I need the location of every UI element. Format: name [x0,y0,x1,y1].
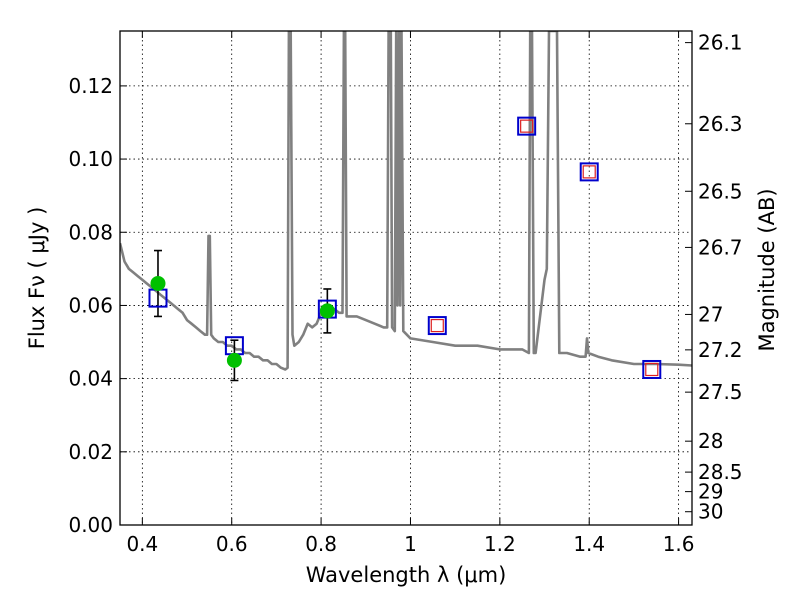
right-tick-label: 26.5 [698,179,743,203]
observed-point [150,275,166,291]
right-tick-label: 30 [698,500,723,524]
right-tick-label: 27 [698,302,723,326]
x-tick-label: 0.8 [305,532,337,556]
x-tick-label: 1.6 [663,532,695,556]
x-tick-label: 1 [404,532,417,556]
model-square-blue [517,116,537,136]
model-square-red [645,362,659,377]
plot-frame [119,30,693,526]
y-tick-label: 0.06 [68,293,113,317]
spectrum-line [120,31,692,371]
x-tick-label: 1.4 [573,532,605,556]
right-tick-label: 26.3 [698,112,743,136]
observed-point [319,303,335,319]
y-tick-label: 0.04 [68,367,113,391]
axis-ticks: 0.4 0.6 0.8 1 1.2 1.4 1.6 0.00 0.02 0.04 0.06 0.08 0… [68,31,742,556]
right-axis-label: Magnitude (AB) [755,188,779,351]
grid [120,31,692,526]
model-square-blue [579,162,599,182]
observed-point [226,352,242,368]
right-tick-label: 27.5 [698,380,743,404]
right-tick-label: 29 [698,480,723,504]
model-square-red [520,119,534,133]
y-tick-label: 0.08 [68,220,113,244]
y-tick-label: 0.00 [68,513,113,537]
y-tick-label: 0.10 [68,147,113,171]
x-tick-label: 0.4 [126,532,158,556]
y-axis-label: Flux Fν ( μJy ) [25,207,49,350]
x-axis-label: Wavelength λ (μm) [306,563,507,587]
right-tick-label: 27.2 [698,338,743,362]
y-tick-label: 0.12 [68,74,113,98]
model-square-red [430,318,444,333]
plot-area [120,31,692,382]
x-tick-label: 1.2 [484,532,516,556]
right-tick-label: 26.7 [698,235,743,259]
model-square-red [582,165,596,179]
model-square-blue [642,359,662,379]
model-square-blue [427,316,447,336]
right-tick-label: 26.1 [698,31,743,55]
y-tick-label: 0.02 [68,440,113,464]
right-tick-label: 28.5 [698,460,743,484]
right-tick-label: 28 [698,429,723,453]
x-tick-label: 0.6 [216,532,248,556]
